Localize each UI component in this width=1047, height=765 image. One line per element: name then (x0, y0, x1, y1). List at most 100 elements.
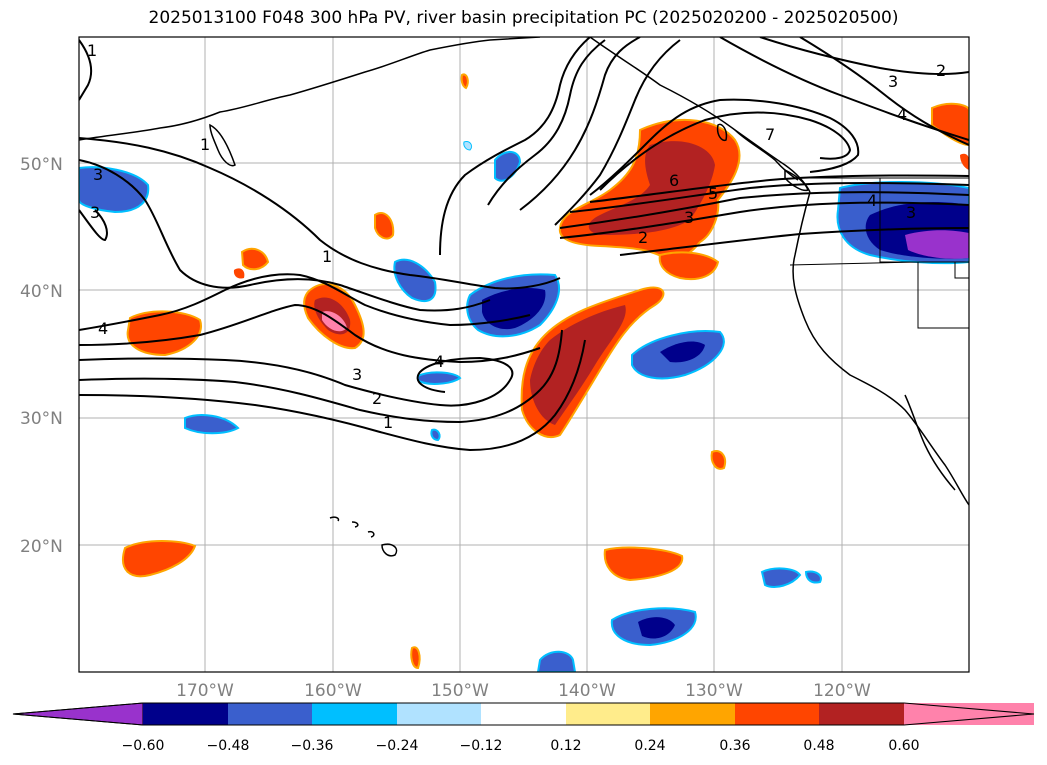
canada-coast (734, 129, 799, 181)
colorbar-extend-high (904, 703, 1034, 725)
baja-california (904, 394, 956, 491)
precip-negative-blob (430, 428, 441, 442)
precip-negative-blob (536, 650, 577, 672)
pv-contour-line (589, 174, 969, 203)
precip-positive-blob (588, 141, 715, 235)
pv-contour-label: 4 (897, 105, 907, 124)
lon-label: 150°W (431, 681, 489, 701)
colorbar-tick-label: −0.36 (291, 738, 334, 754)
pv-contour-label: 3 (906, 203, 916, 222)
pv-contour-line (759, 37, 969, 75)
pv-contour-line (79, 339, 586, 452)
vancouver-island (784, 168, 809, 192)
lat-label: 30°N (20, 409, 63, 429)
colorbar-extend-low (12, 702, 144, 726)
alaska-peninsula (209, 123, 236, 167)
pv-contour-label: 3 (352, 365, 362, 384)
pv-contour-line (79, 329, 563, 424)
pv-contour-line (79, 159, 491, 312)
pv-contour-line (79, 39, 93, 101)
precip-positive-blob (122, 540, 197, 578)
alaska-panhandle (589, 37, 811, 193)
colorbar-segment (650, 703, 735, 725)
lat-label: 20°N (20, 537, 63, 557)
precip-negative-blob (393, 258, 437, 302)
precip-negative-blob (905, 230, 969, 259)
state-line (789, 261, 919, 266)
pv-contour-label: 6 (669, 171, 679, 190)
pv-contour-line (559, 201, 969, 239)
pv-contour-line (554, 39, 681, 226)
state-line (954, 262, 969, 279)
precip-positive-blob (240, 247, 270, 271)
pv-contour-line (79, 356, 514, 407)
colorbar: −0.60 −0.48 −0.36 −0.24 −0.12 0.12 0.24 … (12, 702, 1035, 754)
pv-contour-label: 3 (888, 72, 898, 91)
colorbar-tick-label: −0.12 (460, 738, 503, 754)
precip-negative-blob (463, 141, 473, 151)
precip-positive-blob (710, 450, 726, 470)
map-title: 2025013100 F048 300 hPa PV, river basin … (148, 8, 899, 28)
pv-contour-label: 5 (708, 184, 718, 203)
pv-contour-line (619, 227, 969, 256)
colorbar-tick-label: 0.36 (719, 738, 750, 754)
precip-positive-blob (530, 305, 626, 425)
pv-contour-line (719, 37, 969, 141)
pv-contour-label: 3 (90, 203, 100, 222)
lon-label: 160°W (304, 681, 362, 701)
lat-label: 40°N (20, 282, 63, 302)
pv-contour-line (79, 303, 541, 364)
lon-label: 140°W (558, 681, 616, 701)
pv-contour-line (439, 37, 591, 256)
precip-negative-blob (482, 288, 546, 330)
pv-contour-label: 2 (638, 228, 648, 247)
pv-contour-label: 4 (434, 352, 444, 371)
colorbar-tick-label: 0.12 (550, 738, 581, 754)
precip-positive-blob (658, 251, 720, 281)
pv-contour-line (559, 191, 969, 229)
pv-contour-line (599, 111, 852, 191)
pv-contour-label: 2 (372, 389, 382, 408)
pv-contour-label: 4 (867, 191, 877, 210)
colorbar-segment (481, 703, 566, 725)
lon-label: 120°W (813, 681, 871, 701)
colorbar-segment (735, 703, 819, 725)
pv-contour-label: 1 (383, 413, 393, 432)
pv-contour-line (589, 98, 860, 196)
pv-contour-label: 4 (98, 319, 108, 338)
precip-negative-blob (184, 414, 240, 435)
precip-negative-blob (760, 567, 802, 588)
lon-label: 170°W (176, 681, 234, 701)
map-frame (78, 36, 970, 673)
pv-contours (79, 37, 969, 452)
pv-contour-label: 3 (684, 208, 694, 227)
map-panel: 1 1 3 3 4 1 3 2 1 4 2 3 5 6 7 3 2 4 4 3 (78, 36, 970, 673)
pv-contour-line (487, 39, 606, 206)
colorbar-tick-label: 0.48 (803, 738, 834, 754)
pv-contour-label: 1 (200, 135, 210, 154)
lat-label: 50°N (20, 155, 63, 175)
precip-positive-blob (960, 153, 969, 170)
precip-negative-blob (79, 166, 150, 214)
colorbar-segment (566, 703, 650, 725)
precip-positive-blob (374, 212, 395, 240)
pv-contour-line (79, 273, 531, 331)
pv-contour-line (569, 182, 969, 213)
colorbar-tick-label: −0.24 (376, 738, 419, 754)
colorbar-tick-label: −0.60 (122, 738, 165, 754)
colorbar-outline (12, 702, 1035, 726)
state-line (917, 262, 969, 329)
precip-negative-blob (660, 341, 705, 363)
pv-contour-line (79, 137, 561, 290)
pv-contour-label: 1 (322, 247, 332, 266)
precip-positive-blob (410, 646, 421, 670)
pv-contour-line (519, 37, 641, 211)
lon-label: 130°W (685, 681, 743, 701)
state-line (879, 178, 969, 263)
pv-contour-label: 2 (936, 61, 946, 80)
precip-positive-blob (460, 73, 469, 90)
coastlines (79, 37, 969, 557)
pv-contour-line (79, 209, 108, 242)
colorbar-segment (312, 703, 397, 725)
